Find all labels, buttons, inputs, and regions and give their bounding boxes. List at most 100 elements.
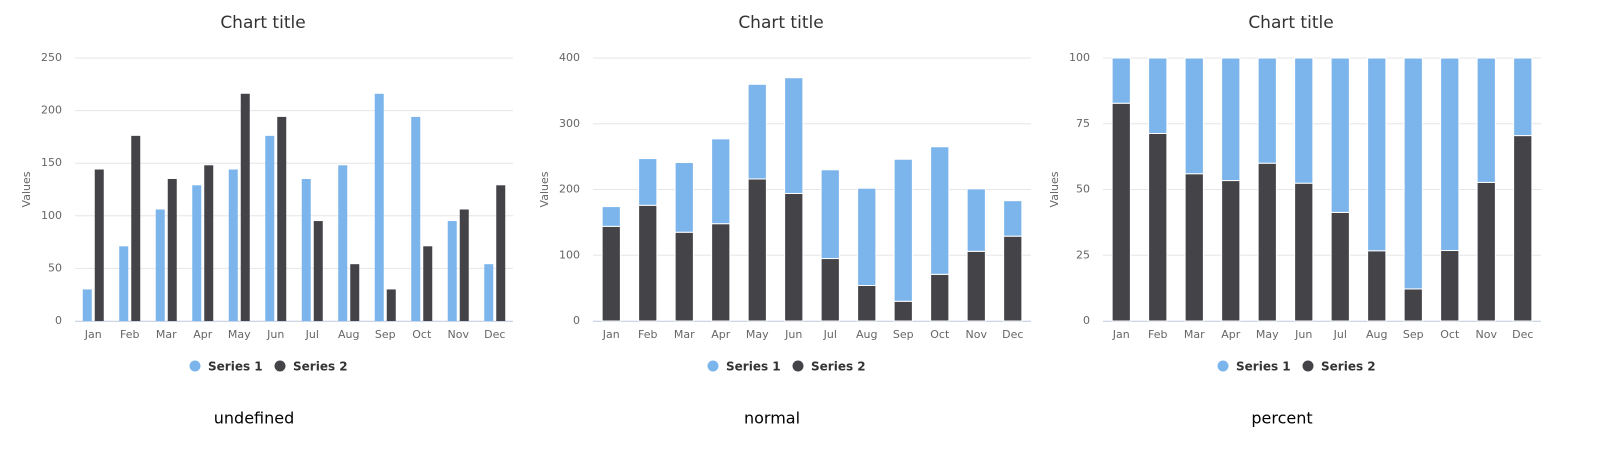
bar xyxy=(155,209,165,321)
bar xyxy=(423,246,433,321)
bar xyxy=(386,289,396,321)
bar-segment xyxy=(1111,57,1131,104)
bar-segment xyxy=(1476,57,1496,183)
x-tick-label: Jan xyxy=(1112,328,1130,341)
x-tick-label: Mar xyxy=(156,328,177,341)
bar xyxy=(240,93,250,321)
x-tick-label: Apr xyxy=(711,328,731,341)
y-tick-label: 200 xyxy=(41,104,62,117)
x-tick-label: Sep xyxy=(1403,328,1424,341)
bar-segment xyxy=(1330,57,1350,213)
x-tick-label: Nov xyxy=(966,328,988,341)
y-tick-label: 200 xyxy=(559,183,580,196)
x-tick-label: Mar xyxy=(1184,328,1205,341)
bar-segment xyxy=(820,169,840,260)
y-tick-label: 25 xyxy=(1076,248,1090,261)
bar-segment xyxy=(1367,57,1387,252)
x-tick-label: Sep xyxy=(375,328,396,341)
bar-segment xyxy=(930,273,950,322)
bar-segment xyxy=(1440,250,1460,322)
y-tick-label: 100 xyxy=(1069,51,1090,64)
bar-segment xyxy=(966,250,986,322)
x-tick-label: Dec xyxy=(1002,328,1023,341)
legend-marker xyxy=(707,360,719,372)
bar-segment xyxy=(1294,57,1314,184)
x-tick-label: Oct xyxy=(1440,328,1460,341)
x-tick-label: May xyxy=(746,328,769,341)
x-tick-label: Oct xyxy=(930,328,950,341)
stacking-caption: undefined xyxy=(214,409,295,428)
bar-segment xyxy=(1221,57,1241,182)
x-tick-label: Jul xyxy=(1333,328,1347,341)
bar-segment xyxy=(601,206,621,227)
legend-label: Series 1 xyxy=(726,360,781,374)
x-tick-label: Jul xyxy=(823,328,837,341)
y-tick-label: 400 xyxy=(559,51,580,64)
x-tick-label: Apr xyxy=(193,328,213,341)
y-tick-label: 75 xyxy=(1076,117,1090,130)
bar xyxy=(411,116,421,321)
bar-segment xyxy=(1148,57,1168,134)
bar-segment xyxy=(1440,57,1460,252)
chart-title: Chart title xyxy=(738,13,823,33)
y-axis-label: Values xyxy=(1048,171,1061,207)
bar xyxy=(350,264,360,321)
bar-segment xyxy=(857,187,877,286)
x-tick-label: Sep xyxy=(893,328,914,341)
x-tick-label: May xyxy=(228,328,251,341)
chart-title: Chart title xyxy=(1248,13,1333,33)
bar xyxy=(167,178,177,321)
bar xyxy=(459,209,469,321)
bar-segment xyxy=(674,162,694,233)
x-tick-label: Dec xyxy=(484,328,505,341)
bar-segment xyxy=(966,188,986,252)
bar-segment xyxy=(711,138,731,225)
bar-segment xyxy=(893,158,913,302)
y-tick-label: 50 xyxy=(48,261,62,274)
bar xyxy=(313,221,323,321)
legend-marker xyxy=(792,360,804,372)
legend-marker xyxy=(189,360,201,372)
legend-label: Series 1 xyxy=(208,360,263,374)
bar-segment xyxy=(1367,250,1387,322)
bar-segment xyxy=(784,77,804,194)
x-tick-label: Jul xyxy=(305,328,319,341)
x-tick-label: Jan xyxy=(602,328,620,341)
bar-segment xyxy=(601,225,621,322)
x-tick-label: Apr xyxy=(1221,328,1241,341)
bar-segment xyxy=(1257,57,1277,164)
x-tick-label: Aug xyxy=(1366,328,1387,341)
bar-segment xyxy=(1184,57,1204,175)
legend-label: Series 2 xyxy=(293,360,348,374)
stacking-caption: percent xyxy=(1251,409,1312,428)
bar-segment xyxy=(893,300,913,322)
bar xyxy=(265,135,275,321)
bar-segment xyxy=(1513,57,1533,137)
legend-marker xyxy=(1217,360,1229,372)
bar-segment xyxy=(1330,211,1350,322)
bar-segment xyxy=(1513,135,1533,322)
y-tick-label: 300 xyxy=(559,117,580,130)
bar-segment xyxy=(930,146,950,275)
chart-title: Chart title xyxy=(220,13,305,33)
chart-panel: Chart title Values 0 100 200 300 400 Jan Feb Mar A… xyxy=(538,13,1031,428)
legend-label: Series 1 xyxy=(1236,360,1291,374)
y-tick-label: 0 xyxy=(55,314,62,327)
y-tick-label: 0 xyxy=(573,314,580,327)
bar xyxy=(131,135,141,321)
y-tick-label: 100 xyxy=(559,248,580,261)
stacking-caption: normal xyxy=(744,409,800,428)
x-tick-label: Aug xyxy=(856,328,877,341)
x-tick-label: Mar xyxy=(674,328,695,341)
x-tick-label: Dec xyxy=(1512,328,1533,341)
bar xyxy=(82,289,92,321)
bar-segment xyxy=(1111,102,1131,322)
bar-segment xyxy=(1003,235,1023,322)
bar xyxy=(94,169,104,321)
bar xyxy=(447,221,457,321)
bar-segment xyxy=(747,178,767,322)
x-tick-label: Nov xyxy=(1476,328,1498,341)
x-tick-label: May xyxy=(1256,328,1279,341)
y-axis-label: Values xyxy=(20,171,33,207)
x-tick-label: Feb xyxy=(638,328,657,341)
